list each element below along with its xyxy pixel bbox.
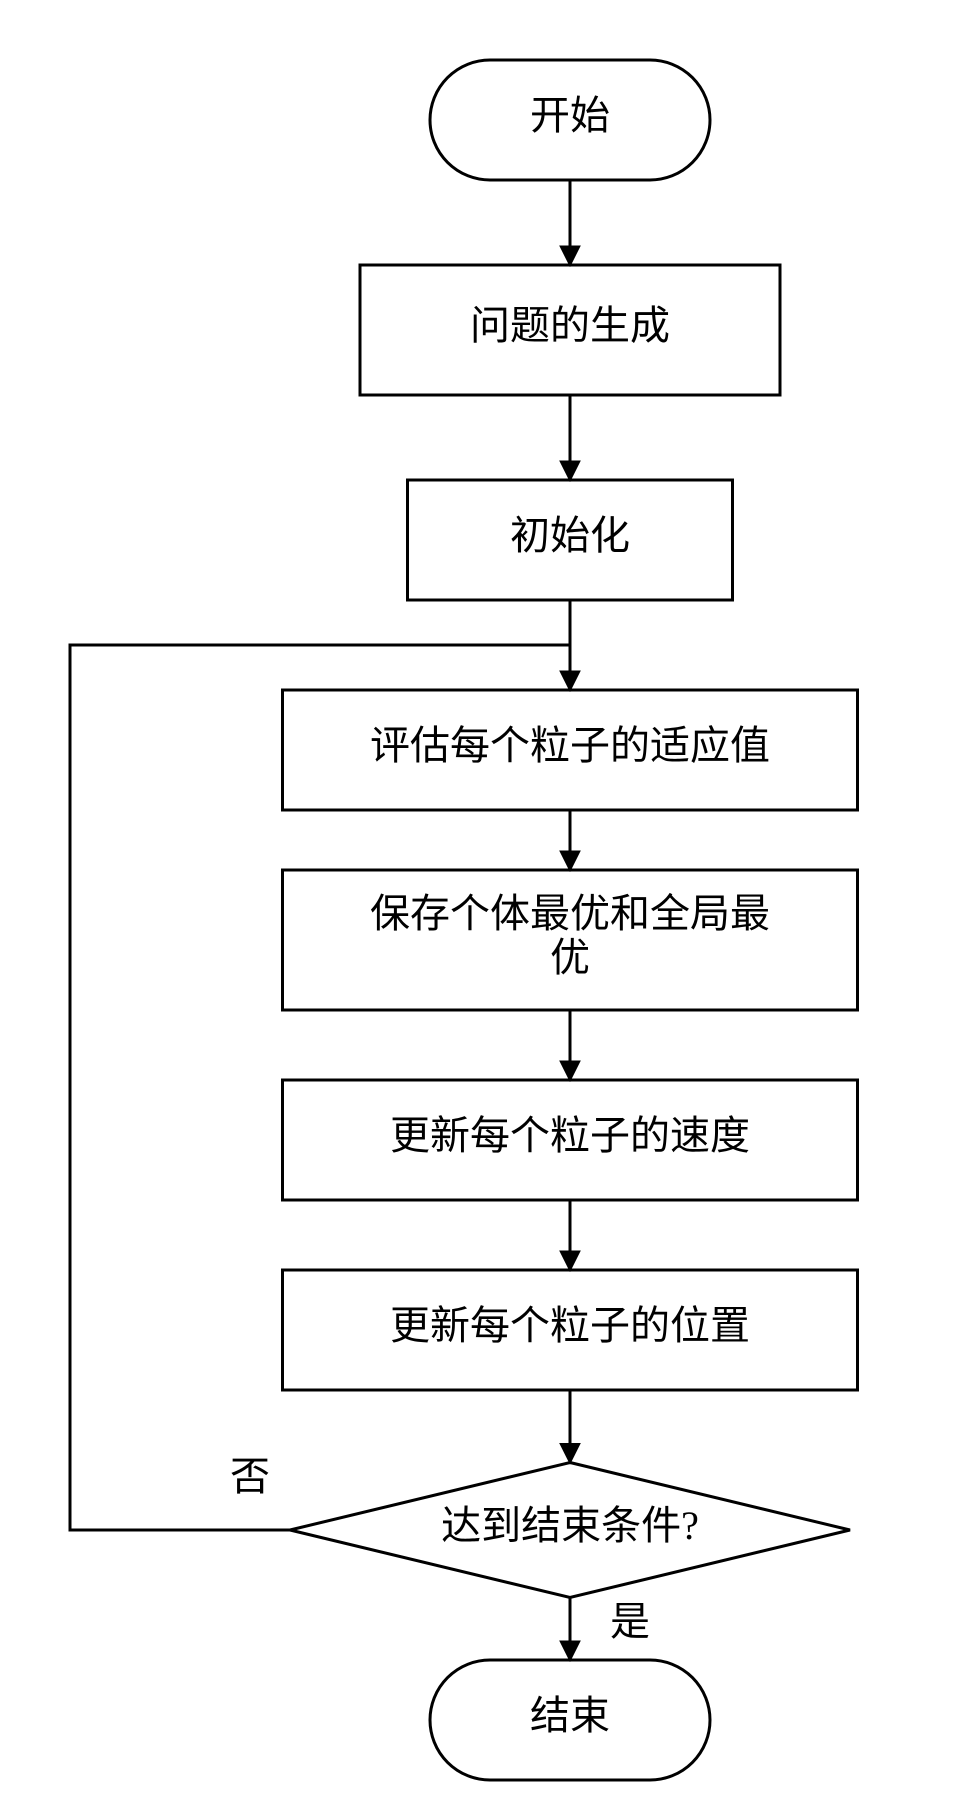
node-init: 初始化 <box>408 480 733 600</box>
node-updp-label: 更新每个粒子的位置 <box>390 1303 750 1348</box>
flowchart: 开始问题的生成初始化评估每个粒子的适应值保存个体最优和全局最优更新每个粒子的速度… <box>0 0 966 1817</box>
node-save-label-2: 优 <box>550 935 590 980</box>
edge-label-否: 否 <box>230 1454 270 1499</box>
node-updp: 更新每个粒子的位置 <box>283 1270 858 1390</box>
node-eval-label: 评估每个粒子的适应值 <box>370 723 770 768</box>
node-gen-label: 问题的生成 <box>470 303 670 348</box>
edge-loopback <box>70 645 570 1530</box>
node-end-label: 结束 <box>530 1693 610 1738</box>
node-updv-label: 更新每个粒子的速度 <box>390 1113 750 1158</box>
node-start: 开始 <box>430 60 710 180</box>
node-init-label: 初始化 <box>510 513 630 558</box>
node-start-label: 开始 <box>530 93 610 138</box>
node-save-label-1: 保存个体最优和全局最 <box>370 891 770 936</box>
node-eval: 评估每个粒子的适应值 <box>283 690 858 810</box>
node-cond: 达到结束条件? <box>290 1463 850 1598</box>
node-gen: 问题的生成 <box>360 265 780 395</box>
edge-label-是: 是 <box>610 1599 650 1644</box>
node-updv: 更新每个粒子的速度 <box>283 1080 858 1200</box>
node-cond-label: 达到结束条件? <box>441 1503 699 1548</box>
node-end: 结束 <box>430 1660 710 1780</box>
node-save: 保存个体最优和全局最优 <box>283 870 858 1010</box>
